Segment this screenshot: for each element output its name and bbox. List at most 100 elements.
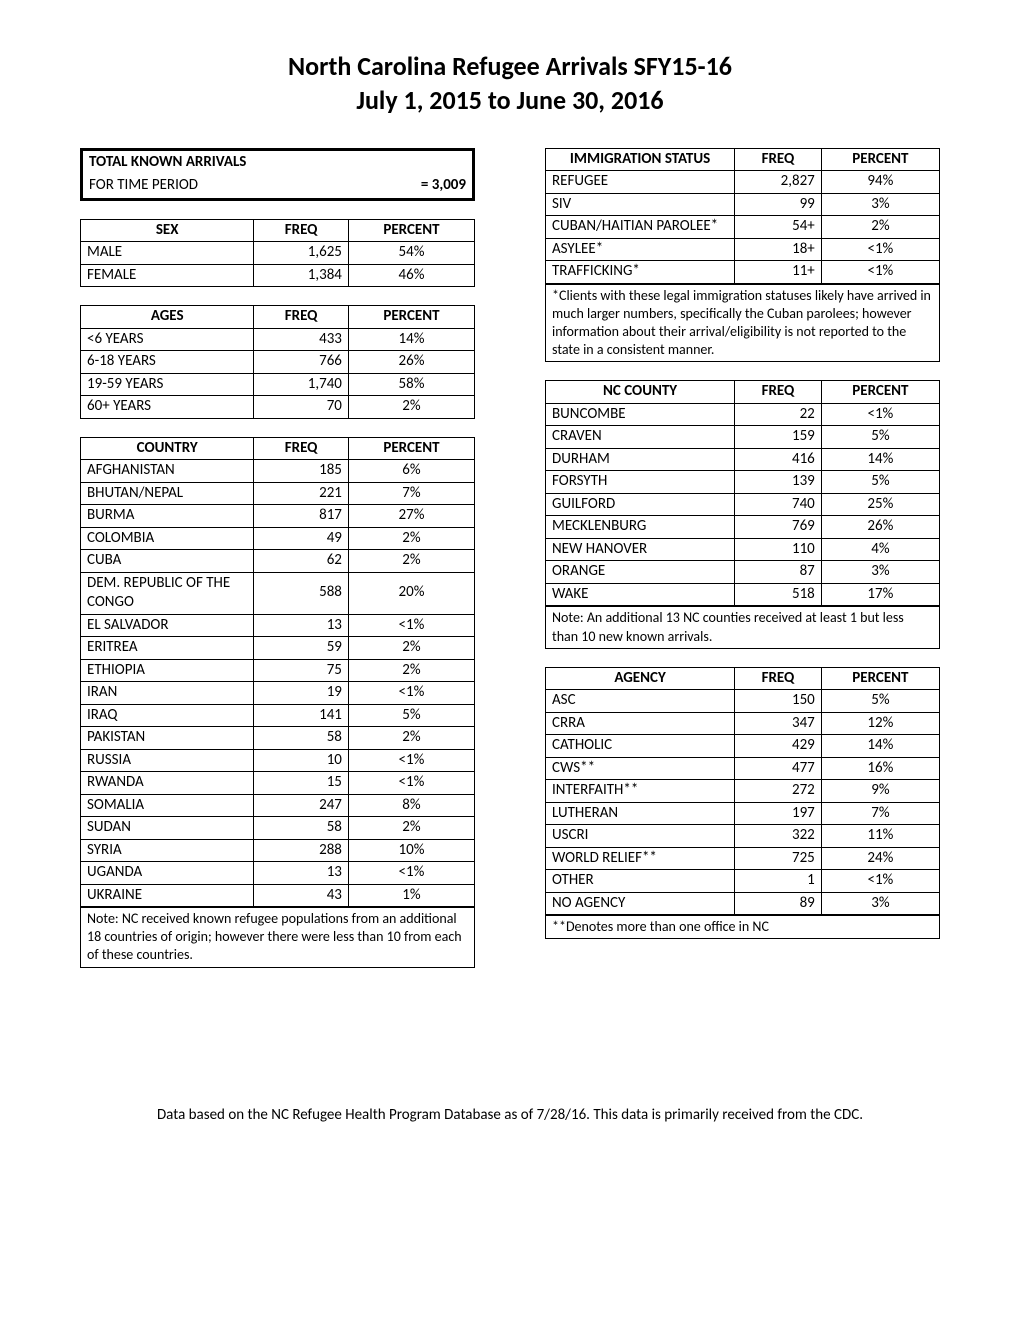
title-line2: July 1, 2015 to June 30, 2016 (356, 84, 663, 116)
row-freq: 59 (254, 637, 349, 660)
sex-header: SEX (81, 219, 254, 242)
row-freq: 1,625 (254, 242, 349, 265)
row-label: ASC (546, 690, 735, 713)
row-label: SYRIA (81, 839, 254, 862)
row-label: INTERFAITH** (546, 780, 735, 803)
row-percent: 27% (348, 505, 474, 528)
row-label: CATHOLIC (546, 735, 735, 758)
total-arrivals-box: TOTAL KNOWN ARRIVALS FOR TIME PERIOD = 3… (80, 148, 475, 201)
ages-table: AGES FREQ PERCENT <6 YEARS43314%6-18 YEA… (80, 305, 475, 419)
table-row: IRAQ1415% (81, 704, 475, 727)
row-freq: 185 (254, 460, 349, 483)
row-label: AFGHANISTAN (81, 460, 254, 483)
row-freq: 347 (735, 712, 822, 735)
row-freq: 10 (254, 749, 349, 772)
county-header: NC COUNTY (546, 381, 735, 404)
table-row: MALE1,62554% (81, 242, 475, 265)
row-label: DURHAM (546, 448, 735, 471)
row-freq: 139 (735, 471, 822, 494)
row-freq: 416 (735, 448, 822, 471)
row-label: MALE (81, 242, 254, 265)
table-row: CUBA622% (81, 550, 475, 573)
freq-header: FREQ (254, 437, 349, 460)
row-percent: 5% (821, 471, 939, 494)
row-freq: 429 (735, 735, 822, 758)
row-label: 19-59 YEARS (81, 373, 254, 396)
total-line2-label: FOR TIME PERIOD (82, 174, 347, 199)
row-freq: 58 (254, 727, 349, 750)
table-row: ETHIOPIA752% (81, 659, 475, 682)
row-percent: 11% (821, 825, 939, 848)
row-label: ORANGE (546, 561, 735, 584)
row-label: CUBA (81, 550, 254, 573)
table-row: CRRA34712% (546, 712, 940, 735)
row-percent: 2% (348, 396, 474, 419)
row-label: UGANDA (81, 862, 254, 885)
table-row: UKRAINE431% (81, 884, 475, 907)
table-row: CWS**47716% (546, 757, 940, 780)
row-freq: 89 (735, 892, 822, 915)
table-row: DEM. REPUBLIC OF THE CONGO58820% (81, 572, 475, 614)
row-percent: 26% (348, 351, 474, 374)
row-freq: 110 (735, 538, 822, 561)
row-label: CRRA (546, 712, 735, 735)
row-freq: 15 (254, 772, 349, 795)
table-row: SUDAN582% (81, 817, 475, 840)
table-row: FORSYTH1395% (546, 471, 940, 494)
row-freq: 22 (735, 403, 822, 426)
row-label: 6-18 YEARS (81, 351, 254, 374)
table-row: RWANDA15<1% (81, 772, 475, 795)
row-label: UKRAINE (81, 884, 254, 907)
row-freq: 18+ (735, 238, 822, 261)
row-label: PAKISTAN (81, 727, 254, 750)
total-line2-value: = 3,009 (347, 174, 474, 199)
row-freq: 817 (254, 505, 349, 528)
agency-header: AGENCY (546, 667, 735, 690)
row-label: IRAQ (81, 704, 254, 727)
row-label: BUNCOMBE (546, 403, 735, 426)
row-freq: 75 (254, 659, 349, 682)
row-percent: <1% (348, 749, 474, 772)
table-row: <6 YEARS43314% (81, 328, 475, 351)
row-percent: 2% (348, 659, 474, 682)
immigration-table: IMMIGRATION STATUS FREQ PERCENT REFUGEE2… (545, 148, 940, 284)
table-row: GUILFORD74025% (546, 493, 940, 516)
row-freq: 247 (254, 794, 349, 817)
table-row: REFUGEE2,82794% (546, 171, 940, 194)
row-percent: 54% (348, 242, 474, 265)
table-row: ASYLEE*18+<1% (546, 238, 940, 261)
freq-header: FREQ (735, 148, 822, 171)
table-row: FEMALE1,38446% (81, 264, 475, 287)
row-freq: 58 (254, 817, 349, 840)
freq-header: FREQ (735, 667, 822, 690)
row-label: GUILFORD (546, 493, 735, 516)
table-row: EL SALVADOR13<1% (81, 614, 475, 637)
freq-header: FREQ (254, 306, 349, 329)
agency-table: AGENCY FREQ PERCENT ASC1505%CRRA34712%CA… (545, 667, 940, 916)
row-percent: 14% (821, 735, 939, 758)
table-row: SIV993% (546, 193, 940, 216)
table-row: NO AGENCY893% (546, 892, 940, 915)
table-row: BUNCOMBE22<1% (546, 403, 940, 426)
table-row: ERITREA592% (81, 637, 475, 660)
row-percent: 14% (821, 448, 939, 471)
row-percent: 26% (821, 516, 939, 539)
table-row: RUSSIA10<1% (81, 749, 475, 772)
row-label: SIV (546, 193, 735, 216)
row-percent: 7% (821, 802, 939, 825)
row-label: TRAFFICKING* (546, 261, 735, 284)
row-freq: 13 (254, 862, 349, 885)
row-label: DEM. REPUBLIC OF THE CONGO (81, 572, 254, 614)
table-row: SOMALIA2478% (81, 794, 475, 817)
table-row: CRAVEN1595% (546, 426, 940, 449)
row-percent: 2% (348, 727, 474, 750)
row-percent: 14% (348, 328, 474, 351)
row-percent: <1% (821, 261, 939, 284)
row-percent: 1% (348, 884, 474, 907)
row-percent: <1% (348, 614, 474, 637)
row-percent: 2% (348, 817, 474, 840)
table-row: AFGHANISTAN1856% (81, 460, 475, 483)
row-percent: 58% (348, 373, 474, 396)
row-label: FORSYTH (546, 471, 735, 494)
table-row: PAKISTAN582% (81, 727, 475, 750)
